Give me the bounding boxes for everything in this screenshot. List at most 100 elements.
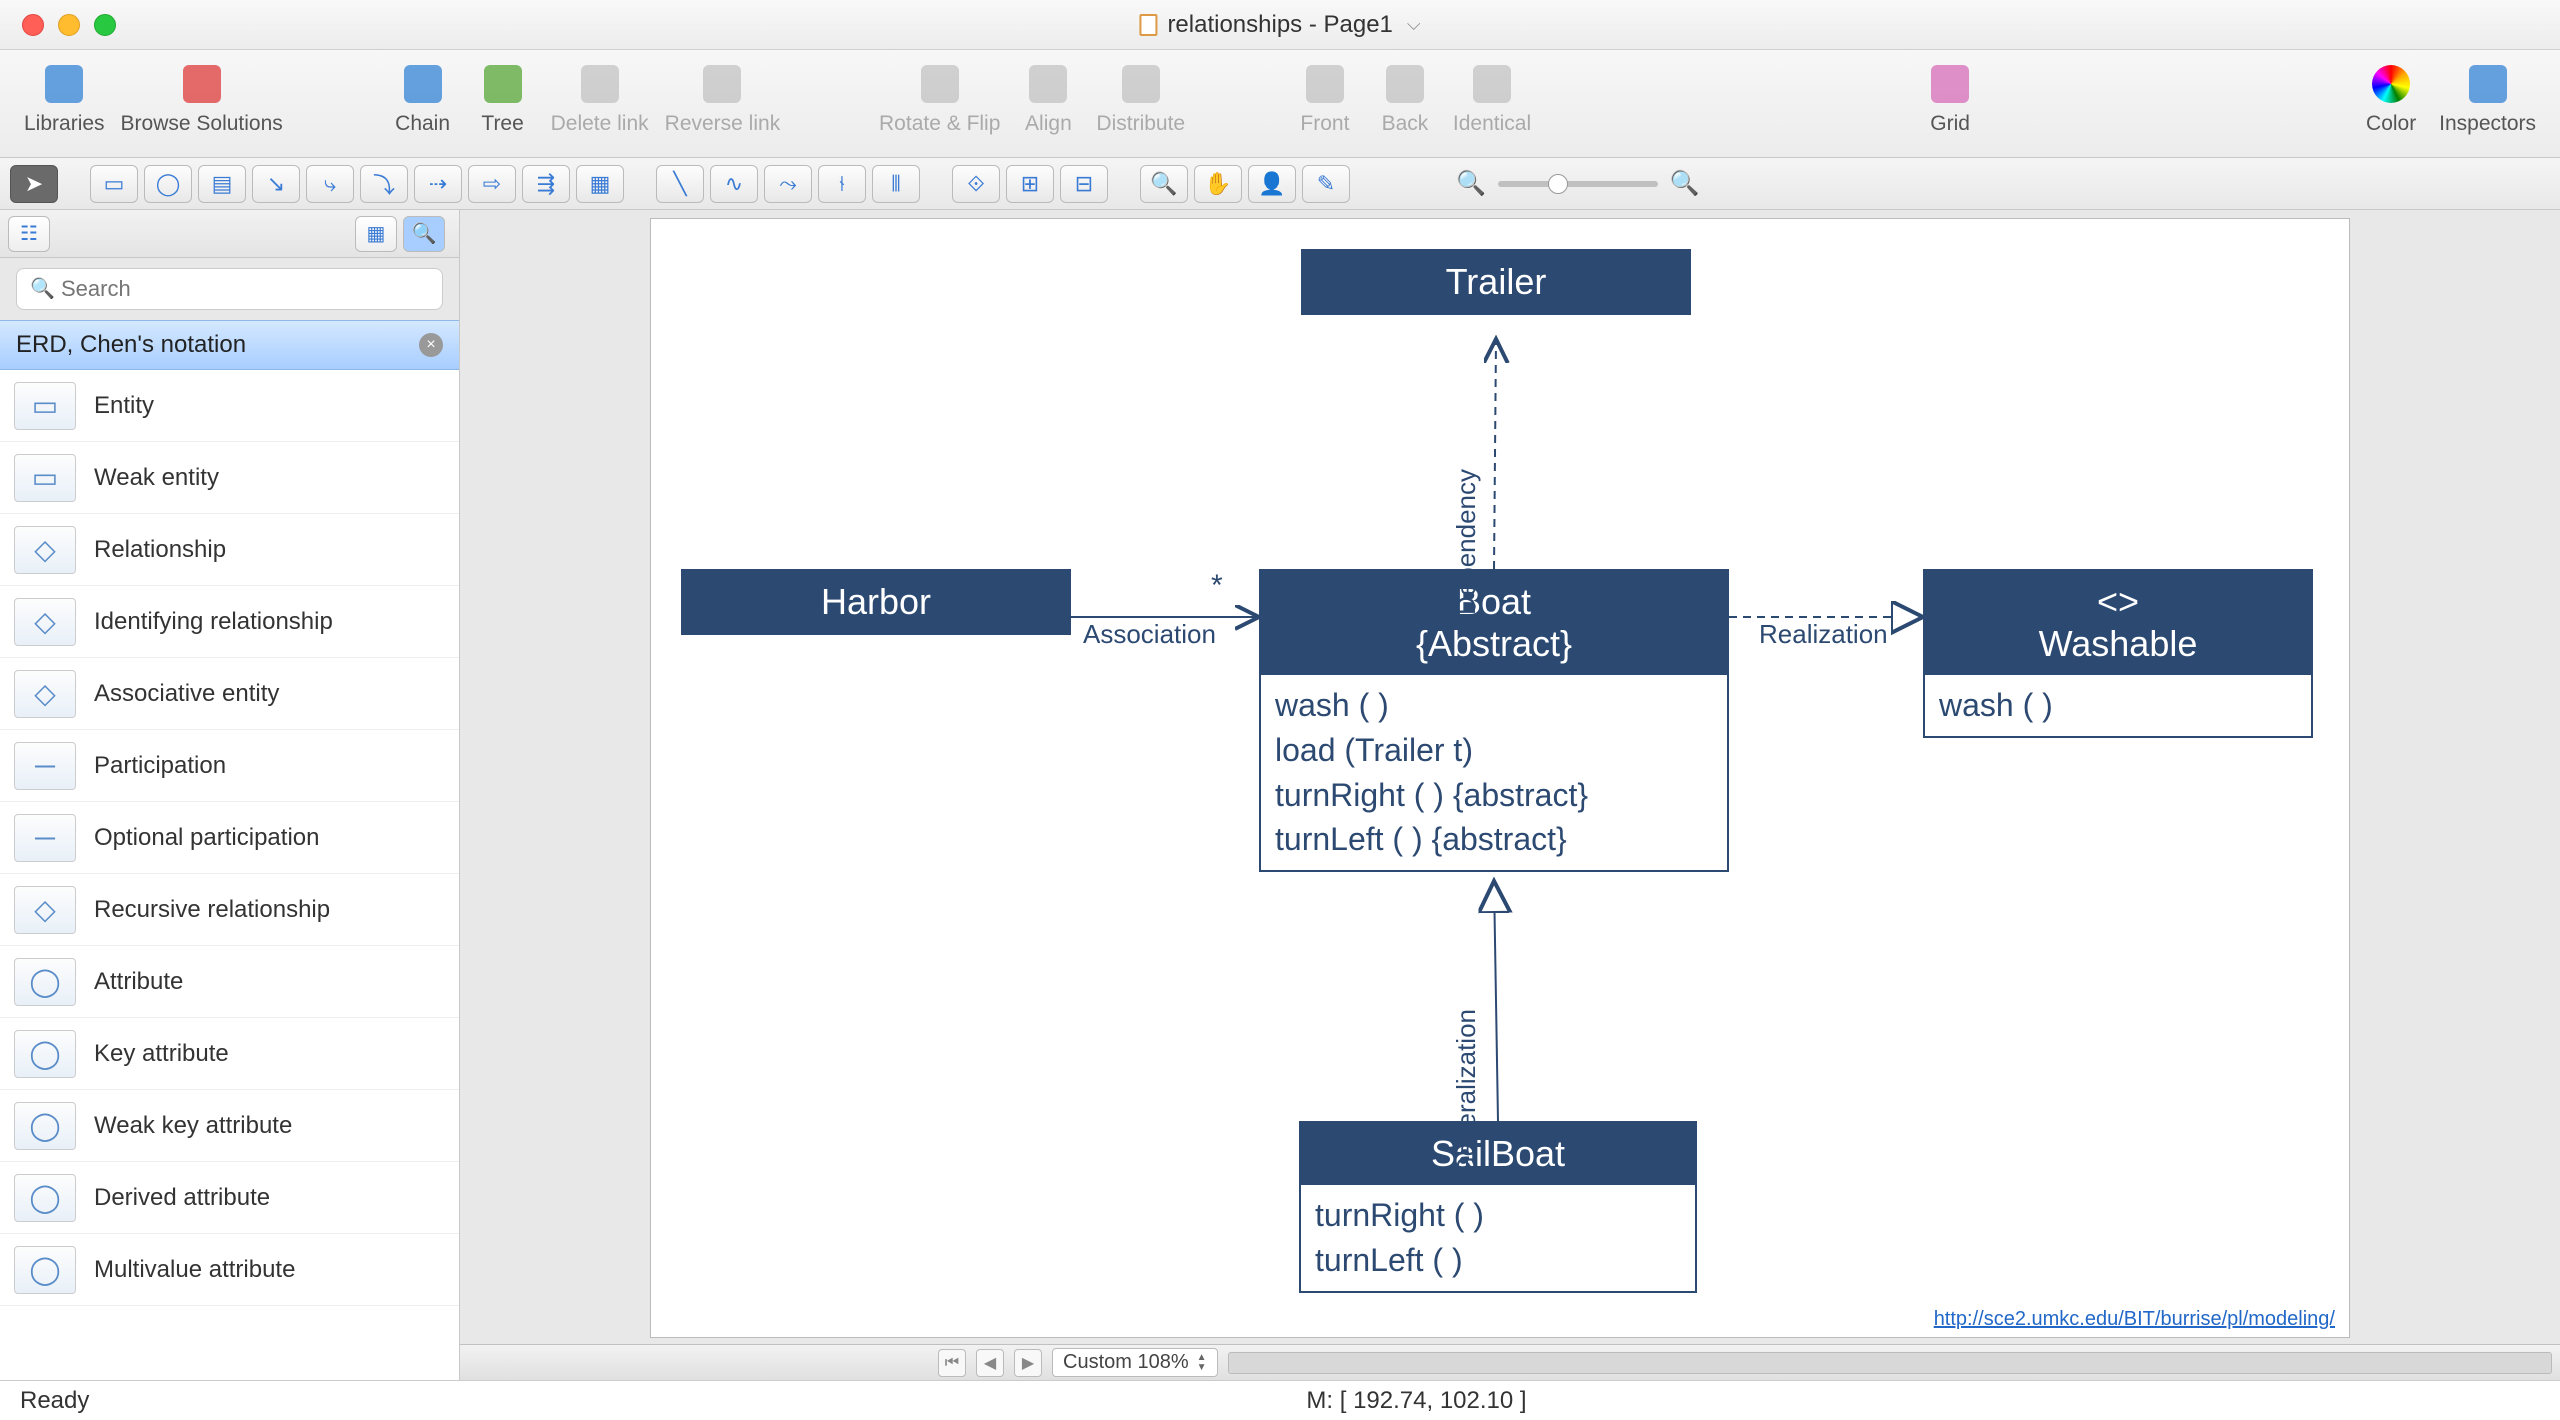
inspectors-icon (2466, 62, 2510, 106)
shape-weak-key-attribute[interactable]: ◯Weak key attribute (0, 1090, 459, 1162)
toolbar-libraries-button[interactable]: Libraries (16, 58, 113, 140)
page-next-icon[interactable]: ▶ (1014, 1349, 1042, 1377)
close-window-icon[interactable] (22, 14, 44, 36)
line-tool-5[interactable]: ⫴ (872, 165, 920, 203)
connector-tool-5[interactable]: ⇨ (468, 165, 516, 203)
uml-node-trailer[interactable]: Trailer (1301, 249, 1691, 315)
toolbar-front-label: Front (1300, 112, 1349, 136)
zoom-tool[interactable]: 🔍 (1140, 165, 1188, 203)
color-icon (2369, 62, 2413, 106)
shape-attribute-thumb-icon: ◯ (14, 958, 76, 1006)
uml-node-harbor[interactable]: Harbor (681, 569, 1071, 635)
align-icon (1026, 62, 1070, 106)
toolbar-reverse-link-button[interactable]: Reverse link (657, 58, 789, 140)
shape-recursive-relationship[interactable]: ◇Recursive relationship (0, 874, 459, 946)
shape-list: ▭Entity▭Weak entity◇Relationship◇Identif… (0, 370, 459, 1380)
connector-tool-1[interactable]: ↘ (252, 165, 300, 203)
shape-derived-attribute[interactable]: ◯Derived attribute (0, 1162, 459, 1234)
text-tool[interactable]: ▤ (198, 165, 246, 203)
page-prev-icon[interactable]: ◀ (976, 1349, 1004, 1377)
toolbar-color-label: Color (2366, 112, 2416, 136)
sidebar-search-icon[interactable]: 🔍 (403, 216, 445, 252)
toolbar-distribute-button[interactable]: Distribute (1088, 58, 1193, 140)
maximize-window-icon[interactable] (94, 14, 116, 36)
eyedropper-tool[interactable]: ✎ (1302, 165, 1350, 203)
sidebar-category-header[interactable]: ERD, Chen's notation × (0, 320, 459, 370)
uml-node-boat[interactable]: Boat{Abstract}wash ( )load (Trailer t)tu… (1259, 569, 1729, 872)
edit-tool-3[interactable]: ⊟ (1060, 165, 1108, 203)
connector-tool-6[interactable]: ⇶ (522, 165, 570, 203)
line-tool-3[interactable]: ⤳ (764, 165, 812, 203)
toolbar-browse-button[interactable]: Browse Solutions (113, 58, 291, 140)
uml-node-sailboat[interactable]: SailBoatturnRight ( )turnLeft ( ) (1299, 1121, 1697, 1293)
toolbar-delete-link-button[interactable]: Delete link (543, 58, 657, 140)
zoom-in-icon[interactable]: 🔍 (1670, 169, 1700, 198)
connector-tool-4[interactable]: ⇢ (414, 165, 462, 203)
toolbar-front-button[interactable]: Front (1285, 58, 1365, 140)
shape-multivalue-attribute[interactable]: ◯Multivalue attribute (0, 1234, 459, 1306)
connector-tool-2[interactable]: ⤷ (306, 165, 354, 203)
toolbar-align-button[interactable]: Align (1008, 58, 1088, 140)
shape-participation-thumb-icon: ─ (14, 742, 76, 790)
shape-optional-participation[interactable]: ─Optional participation (0, 802, 459, 874)
edit-tool-2[interactable]: ⊞ (1006, 165, 1054, 203)
shape-participation[interactable]: ─Participation (0, 730, 459, 802)
uml-node-sailboat-body: turnRight ( )turnLeft ( ) (1301, 1185, 1695, 1291)
shape-key-attribute-thumb-icon: ◯ (14, 1030, 76, 1078)
toolbar-grid-button[interactable]: Grid (1910, 58, 1990, 140)
canvas[interactable]: http://sce2.umkc.edu/BIT/burrise/pl/mode… (650, 218, 2350, 1338)
toolbar-chain-label: Chain (395, 112, 450, 136)
toolbar-tree-label: Tree (481, 112, 523, 136)
zoom-select[interactable]: Custom 108% ▲▼ (1052, 1348, 1218, 1377)
sidebar-top: ☷ ▦ 🔍 (0, 210, 459, 258)
shape-associative-entity[interactable]: ◇Associative entity (0, 658, 459, 730)
toolbar-identical-button[interactable]: Identical (1445, 58, 1539, 140)
line-tool-1[interactable]: ╲ (656, 165, 704, 203)
toolbar-color-button[interactable]: Color (2351, 58, 2431, 140)
edge-dependency-label: Dependency (1451, 469, 1482, 615)
shape-relationship[interactable]: ◇Relationship (0, 514, 459, 586)
line-tool-2[interactable]: ∿ (710, 165, 758, 203)
connector-tool-7[interactable]: ▦ (576, 165, 624, 203)
sidebar-grid-icon[interactable]: ▦ (355, 216, 397, 252)
shape-attribute[interactable]: ◯ Attribute (0, 946, 459, 1018)
uml-node-washable[interactable]: <>Washablewash ( ) (1923, 569, 2313, 738)
source-link[interactable]: http://sce2.umkc.edu/BIT/burrise/pl/mode… (1934, 1308, 2335, 1331)
zoom-stepper-icon[interactable]: ▲▼ (1197, 1353, 1207, 1373)
shape-optional-participation-thumb-icon: ─ (14, 814, 76, 862)
shape-attribute-label: Attribute (94, 968, 183, 996)
pan-tool[interactable]: ✋ (1194, 165, 1242, 203)
sidebar-search-input[interactable] (16, 268, 443, 310)
rect-tool[interactable]: ▭ (90, 165, 138, 203)
sidebar-list-icon[interactable]: ☷ (8, 216, 50, 252)
edge-association-multiplicity: * (1211, 569, 1223, 603)
category-close-icon[interactable]: × (419, 333, 443, 357)
snap-tool[interactable]: 👤 (1248, 165, 1296, 203)
pointer-tool[interactable]: ➤ (10, 165, 58, 203)
canvas-area[interactable]: http://sce2.umkc.edu/BIT/burrise/pl/mode… (460, 210, 2560, 1380)
zoom-slider[interactable]: 🔍 🔍 (1456, 169, 1700, 198)
zoom-track[interactable] (1498, 181, 1658, 187)
chevron-down-icon[interactable]: ⌵ (1407, 14, 1421, 35)
line-tool-4[interactable]: ⫮ (818, 165, 866, 203)
toolbar-inspectors-button[interactable]: Inspectors (2431, 58, 2544, 140)
toolbar-tree-button[interactable]: Tree (463, 58, 543, 140)
shape-weak-entity[interactable]: ▭Weak entity (0, 442, 459, 514)
shape-weak-key-attribute-label: Weak key attribute (94, 1112, 292, 1140)
minimize-window-icon[interactable] (58, 14, 80, 36)
ellipse-tool[interactable]: ◯ (144, 165, 192, 203)
edit-tool-1[interactable]: ⟐ (952, 165, 1000, 203)
shape-identifying-relationship[interactable]: ◇Identifying relationship (0, 586, 459, 658)
shape-key-attribute[interactable]: ◯Key attribute (0, 1018, 459, 1090)
shape-entity[interactable]: ▭Entity (0, 370, 459, 442)
toolbar-chain-button[interactable]: Chain (383, 58, 463, 140)
toolbar-back-button[interactable]: Back (1365, 58, 1445, 140)
page-tabs[interactable] (1228, 1352, 2552, 1374)
connector-tool-3[interactable]: ⤵ (360, 165, 408, 203)
page-first-icon[interactable]: ⏮ (938, 1349, 966, 1377)
zoom-thumb[interactable] (1548, 174, 1568, 194)
window-title: relationships - Page1 ⌵ (1139, 11, 1420, 39)
zoom-out-icon[interactable]: 🔍 (1456, 169, 1486, 198)
secondary-toolbar: ➤ ▭ ◯ ▤ ↘ ⤷ ⤵ ⇢ ⇨ ⇶ ▦ ╲ ∿ ⤳ ⫮ ⫴ ⟐ ⊞ ⊟ 🔍 … (0, 158, 2560, 210)
toolbar-rotate-flip-button[interactable]: Rotate & Flip (871, 58, 1008, 140)
